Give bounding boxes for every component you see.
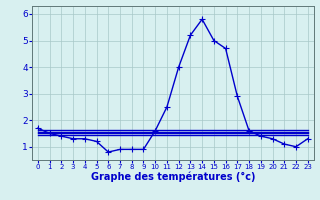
X-axis label: Graphe des températures (°c): Graphe des températures (°c) (91, 172, 255, 182)
